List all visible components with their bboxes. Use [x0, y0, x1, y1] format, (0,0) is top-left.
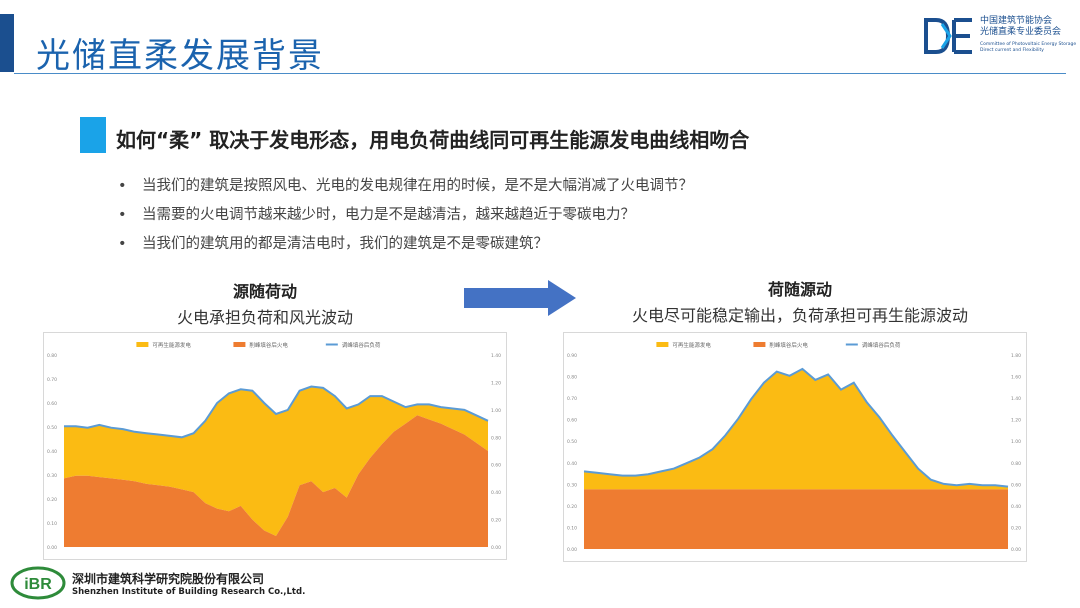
right-panel-heading: 荷随源动	[767, 280, 832, 299]
y-tick-right: 0.00	[1011, 547, 1021, 553]
legend-swatch	[656, 342, 669, 347]
company-name-cn: 深圳市建筑科学研究院股份有限公司	[72, 572, 265, 586]
legend-label: 可再生能源发电	[152, 341, 191, 349]
bullet-list: • 当我们的建筑是按照风电、光电的发电规律在用的时候，是不是大幅消减了火电调节？ …	[118, 172, 693, 259]
ibr-logo-text: iBR	[24, 576, 52, 593]
bullet-item: • 当我们的建筑是按照风电、光电的发电规律在用的时候，是不是大幅消减了火电调节？	[118, 172, 693, 201]
y-tick-right: 0.60	[491, 463, 501, 469]
org-logo: 中国建筑节能协会 光储直柔专业委员会 Committee of Photovol…	[922, 14, 1076, 62]
legend-label: 调峰填谷后负荷	[342, 341, 381, 349]
y-tick-right: 1.00	[1011, 439, 1021, 445]
title-divider	[14, 73, 1066, 74]
y-tick-right: 1.40	[491, 353, 501, 359]
left-panel-heading: 源随荷动	[232, 282, 297, 301]
y-tick-right: 1.20	[491, 380, 501, 386]
legend-label: 削峰填谷后火电	[769, 341, 808, 349]
left-panel-subtitle: 火电承担负荷和风光波动	[176, 308, 353, 327]
legend-swatch	[136, 342, 149, 347]
y-tick-right: 0.60	[1011, 482, 1021, 488]
section-heading: 如何“柔” 取决于发电形态，用电负荷曲线同可再生能源发电曲线相吻合	[116, 128, 750, 152]
y-tick-left: 0.50	[47, 425, 57, 431]
y-tick-left: 0.10	[47, 521, 57, 527]
ibr-logo-icon: iBR	[10, 566, 66, 600]
dc-flex-logo-icon	[924, 18, 972, 54]
legend-swatch	[753, 342, 766, 347]
series-thermal-area	[64, 415, 488, 547]
bullet-dot: •	[118, 207, 127, 223]
y-tick-left: 0.60	[567, 418, 577, 424]
series-load-line	[583, 367, 1009, 488]
company-name-en: Shenzhen Institute of Building Research …	[72, 587, 306, 597]
right-panel-title: 荷随源动 火电尽可能稳定输出，负荷承担可再生能源波动	[600, 276, 1000, 326]
y-tick-right: 0.80	[491, 435, 501, 441]
series-renewable-area	[584, 368, 1008, 490]
right-arrow-icon	[464, 280, 576, 316]
y-tick-left: 0.20	[567, 504, 577, 510]
bullet-dot: •	[118, 178, 127, 194]
y-tick-right: 1.80	[1011, 353, 1021, 359]
y-tick-left: 0.40	[567, 461, 577, 467]
org-name-cn: 中国建筑节能协会 光储直柔专业委员会	[980, 16, 1062, 37]
y-tick-left: 0.20	[47, 497, 57, 503]
y-tick-left: 0.40	[47, 449, 57, 455]
y-tick-left: 0.80	[47, 353, 57, 359]
chart-svg-right: 可再生能源发电 削峰填谷后火电 调峰填谷后负荷 0.90 0.80 0.70 0.60 0.5…	[567, 341, 1021, 553]
legend-label: 可再生能源发电	[672, 341, 711, 349]
y-tick-left: 0.70	[47, 377, 57, 383]
legend-label: 削峰填谷后火电	[249, 341, 288, 349]
y-tick-left: 0.50	[567, 439, 577, 445]
bullet-item: • 当我们的建筑用的都是清洁电时，我们的建筑是不是零碳建筑？	[118, 230, 693, 259]
chart-source-follows-load: 可再生能源发电 削峰填谷后火电 调峰填谷后负荷 0.80 0.70 0.60 0.50 0.4…	[43, 332, 507, 560]
legend-swatch	[233, 342, 246, 347]
y-tick-right: 1.60	[1011, 375, 1021, 381]
y-tick-right: 0.20	[491, 518, 501, 524]
series-thermal-area	[584, 489, 1008, 549]
slide-title: 光储直柔发展背景	[36, 36, 324, 76]
bullet-dot: •	[118, 236, 127, 252]
legend-label: 调峰填谷后负荷	[862, 341, 901, 349]
y-tick-left: 0.60	[47, 401, 57, 407]
y-tick-left: 0.70	[567, 396, 577, 402]
bullet-item: • 当需要的火电调节越来越少时，电力是不是越清洁，越来越趋近于零碳电力？	[118, 201, 693, 230]
right-panel-subtitle: 火电尽可能稳定输出，负荷承担可再生能源波动	[631, 306, 968, 325]
left-panel-title: 源随荷动 火电承担负荷和风光波动	[130, 278, 400, 328]
y-tick-left: 0.90	[567, 353, 577, 359]
section-marker	[80, 117, 106, 153]
y-tick-left: 0.80	[567, 375, 577, 381]
y-tick-left: 0.30	[567, 482, 577, 488]
y-tick-right: 0.80	[1011, 461, 1021, 467]
y-tick-right: 1.00	[491, 408, 501, 414]
chart-svg-left: 可再生能源发电 削峰填谷后火电 调峰填谷后负荷 0.80 0.70 0.60 0.50 0.4…	[47, 341, 501, 551]
y-tick-right: 0.40	[1011, 504, 1021, 510]
y-tick-left: 0.00	[567, 547, 577, 553]
chart-load-follows-source: 可再生能源发电 削峰填谷后火电 调峰填谷后负荷 0.90 0.80 0.70 0.60 0.5…	[563, 332, 1027, 562]
y-tick-right: 0.20	[1011, 525, 1021, 531]
y-tick-right: 0.00	[491, 545, 501, 551]
title-accent-bar	[0, 14, 14, 72]
series-renewable-area	[64, 386, 488, 536]
y-tick-left: 0.10	[567, 525, 577, 531]
y-tick-left: 0.00	[47, 545, 57, 551]
series-load-line	[64, 385, 489, 439]
y-tick-right: 1.20	[1011, 418, 1021, 424]
y-tick-left: 0.30	[47, 473, 57, 479]
y-tick-right: 1.40	[1011, 396, 1021, 402]
y-tick-right: 0.40	[491, 490, 501, 496]
org-name-en: Committee of Photovoltaic Energy Storage…	[980, 42, 1077, 53]
